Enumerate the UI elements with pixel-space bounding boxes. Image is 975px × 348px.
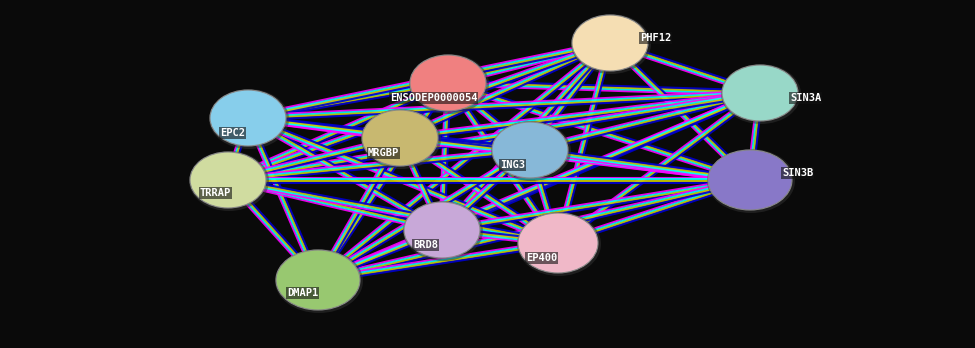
Ellipse shape xyxy=(410,55,486,111)
Ellipse shape xyxy=(722,65,798,121)
Ellipse shape xyxy=(190,152,266,208)
Ellipse shape xyxy=(492,122,568,178)
Ellipse shape xyxy=(210,90,286,146)
Ellipse shape xyxy=(404,202,480,258)
Text: SIN3A: SIN3A xyxy=(790,93,821,103)
Text: ENSODEP0000054: ENSODEP0000054 xyxy=(390,93,478,103)
Text: ING3: ING3 xyxy=(500,160,525,170)
Text: PHF12: PHF12 xyxy=(640,33,671,43)
Text: TRRAP: TRRAP xyxy=(200,188,231,198)
Ellipse shape xyxy=(409,54,489,114)
Ellipse shape xyxy=(275,249,363,313)
Text: BRD8: BRD8 xyxy=(413,240,438,250)
Ellipse shape xyxy=(276,250,360,310)
Ellipse shape xyxy=(517,212,601,276)
Ellipse shape xyxy=(403,201,483,261)
Text: EP400: EP400 xyxy=(526,253,558,263)
Ellipse shape xyxy=(708,150,792,210)
Ellipse shape xyxy=(209,89,289,149)
Ellipse shape xyxy=(572,15,648,71)
Ellipse shape xyxy=(518,213,598,273)
Ellipse shape xyxy=(361,109,441,169)
Ellipse shape xyxy=(491,121,571,181)
Ellipse shape xyxy=(189,151,269,211)
Ellipse shape xyxy=(362,110,438,166)
Text: MRGBP: MRGBP xyxy=(368,148,399,158)
Ellipse shape xyxy=(571,14,651,74)
Text: SIN3B: SIN3B xyxy=(782,168,813,178)
Text: EPC2: EPC2 xyxy=(220,128,245,138)
Text: DMAP1: DMAP1 xyxy=(287,288,318,298)
Ellipse shape xyxy=(721,64,801,124)
Ellipse shape xyxy=(707,149,795,213)
